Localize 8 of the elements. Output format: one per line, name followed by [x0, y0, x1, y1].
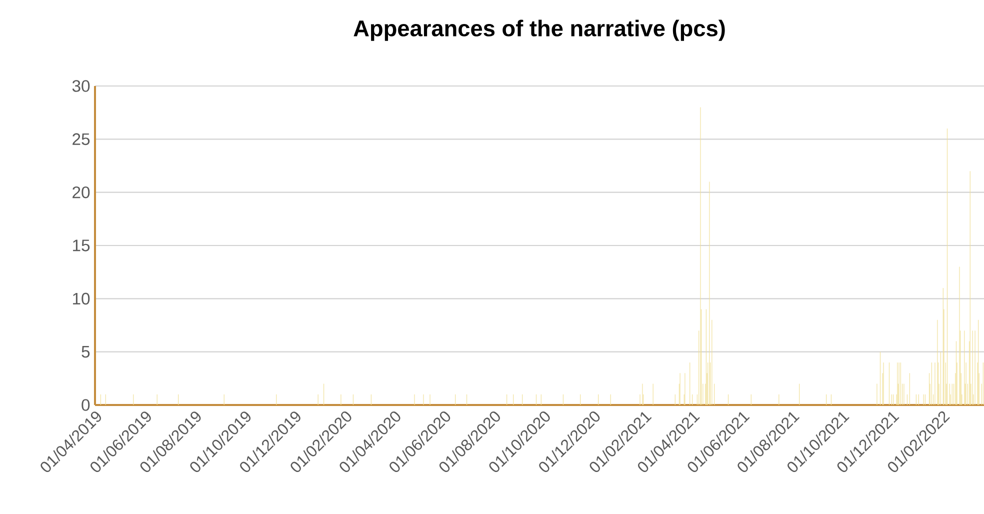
y-tick-label: 25 [72, 133, 90, 146]
y-tick-label: 5 [82, 346, 90, 358]
y-tick-label: 30 [72, 80, 90, 92]
y-tick-label: 0 [82, 399, 90, 411]
y-tick-label: 20 [72, 186, 90, 198]
chart-title: Appearances of the narrative (pcs) [354, 20, 725, 41]
y-tick-label: 10 [73, 292, 90, 305]
y-tick-label: 15 [73, 240, 90, 252]
